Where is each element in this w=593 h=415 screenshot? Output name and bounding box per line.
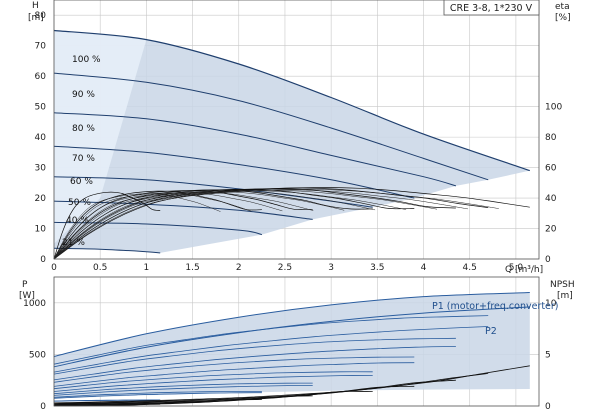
eta-tick-label: 0 xyxy=(545,255,551,265)
flow-tick-label: 4.5 xyxy=(463,263,477,273)
npsh-curve-100 xyxy=(53,365,530,404)
head-tick-label: 60 xyxy=(35,72,47,82)
power-axis-unit: [W] xyxy=(19,291,35,301)
flow-tick-label: 0 xyxy=(51,263,57,273)
power-curve-80-p2 xyxy=(53,346,456,381)
eta-tick-label: 60 xyxy=(545,164,557,174)
efficiency-curve-80 xyxy=(53,188,456,260)
flow-tick-label: 1.5 xyxy=(185,263,199,273)
power-curve-70-p2 xyxy=(53,362,415,387)
speed-label: 90 % xyxy=(72,90,95,100)
head-curve-90 xyxy=(53,72,489,181)
power-curve-90-p1 xyxy=(53,315,489,365)
npsh-curve-90 xyxy=(53,373,489,404)
head-curve-70 xyxy=(53,145,415,199)
head-curve-100 xyxy=(53,29,530,172)
power-curve-21-p2 xyxy=(53,399,161,402)
speed-label: 40 % xyxy=(66,216,89,226)
npsh-tick-label: 0 xyxy=(545,402,551,412)
power-tick-label: 500 xyxy=(29,350,46,360)
flow-tick-label: 2 xyxy=(236,263,242,273)
speed-label: 100 % xyxy=(72,55,101,65)
efficiency-curve-extra xyxy=(53,192,283,260)
power-curve-40-p1 xyxy=(53,390,262,398)
speed-label: 50 % xyxy=(68,198,91,208)
power-curve-90-p2 xyxy=(53,326,489,373)
power-curve-50-p1 xyxy=(53,382,313,395)
head-axis-unit: [m] xyxy=(28,13,44,23)
power-curve-60-p1 xyxy=(53,371,373,390)
eta-axis-label: eta xyxy=(555,2,570,12)
power-curve-40-p2 xyxy=(53,392,262,399)
efficiency-curve-extra xyxy=(53,191,314,260)
eta-tick-label: 100 xyxy=(545,103,562,113)
head-curve-40 xyxy=(53,221,263,236)
head-tick-label: 70 xyxy=(35,42,47,52)
efficiency-curve-60 xyxy=(53,189,373,260)
head-curve-60 xyxy=(53,176,373,208)
efficiency-curve-40 xyxy=(53,190,262,260)
speed-label: 60 % xyxy=(70,177,93,187)
flow-tick-label: 2.5 xyxy=(278,263,292,273)
npsh-axis-label: NPSH xyxy=(550,280,575,290)
npsh-tick-label: 5 xyxy=(545,350,551,360)
p1-curve xyxy=(53,292,530,357)
p2-series-label: P2 xyxy=(485,326,497,337)
flow-tick-label: 3.5 xyxy=(370,263,384,273)
npsh-tick-label: 10 xyxy=(545,299,557,309)
eta-tick-label: 80 xyxy=(545,133,557,143)
power-tick-label: 1000 xyxy=(23,299,46,309)
power-axis-label: P xyxy=(22,280,28,290)
efficiency-curve-extra xyxy=(53,193,221,260)
power-curve-50-p2 xyxy=(53,385,313,396)
p2-curve xyxy=(53,306,530,368)
head-low-flow-region xyxy=(54,30,147,244)
efficiency-curve-21 xyxy=(53,191,161,260)
power-curve-60-p2 xyxy=(53,375,373,392)
eta-tick-label: 20 xyxy=(545,225,557,235)
flow-tick-label: 5.0 xyxy=(509,263,524,273)
speed-label: 70 % xyxy=(72,154,95,164)
power-curve-70-p1 xyxy=(53,356,415,383)
head-curve-50 xyxy=(53,200,313,220)
flow-tick-label: 3 xyxy=(328,263,334,273)
head-curve-21 xyxy=(53,247,161,254)
head-tick-label: 10 xyxy=(35,225,47,235)
power-tick-label: 0 xyxy=(40,402,46,412)
efficiency-curve-extra xyxy=(53,191,345,260)
speed-label: 21 % xyxy=(62,238,85,248)
head-tick-label: 40 xyxy=(35,133,47,143)
npsh-axis-unit: [m] xyxy=(557,291,573,301)
pump-model-box xyxy=(443,0,540,16)
head-tick-label: 30 xyxy=(35,164,47,174)
head-tick-label: 20 xyxy=(35,194,47,204)
speed-label: 80 % xyxy=(72,124,95,134)
power-plot-frame xyxy=(53,276,540,407)
pump-model-label: CRE 3-8, 1*230 V xyxy=(450,3,533,14)
efficiency-curve-extra xyxy=(53,189,499,260)
flow-tick-label: 1 xyxy=(144,263,150,273)
flow-axis-label: Q [m³/h] xyxy=(505,265,543,275)
head-tick-label: 0 xyxy=(40,255,46,265)
flow-tick-label: 0.5 xyxy=(93,263,107,273)
eta-axis-unit: [%] xyxy=(555,13,571,23)
head-tick-label: 50 xyxy=(35,103,47,113)
head-axis-label: H xyxy=(32,1,39,11)
head-curve-80 xyxy=(53,112,457,187)
head-plot-frame xyxy=(53,0,540,260)
p1-series-label: P1 (motor+freq.converter) xyxy=(432,301,559,312)
power-curve-80-p1 xyxy=(53,337,456,375)
flow-tick-label: 4 xyxy=(421,263,427,273)
power-operating-area xyxy=(54,292,530,399)
efficiency-curve-extra xyxy=(53,190,376,260)
efficiency-curve-extra xyxy=(53,192,252,260)
head-tick-label: 80 xyxy=(35,11,47,21)
eta-tick-label: 40 xyxy=(545,194,557,204)
